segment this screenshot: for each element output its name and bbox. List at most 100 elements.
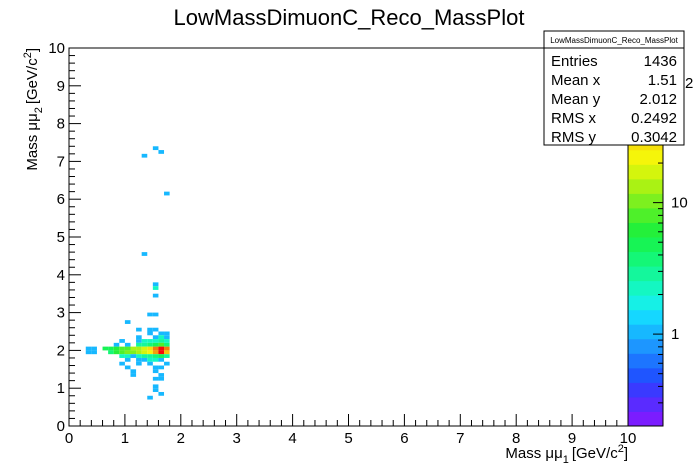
color-scale-exponent: 2: [685, 75, 693, 92]
color-scale-segment: [628, 338, 663, 354]
heatmap-bin: [141, 346, 148, 351]
heatmap-bin: [158, 335, 165, 340]
stats-row-value: 1.51: [648, 72, 677, 89]
x-tick-label: 5: [344, 430, 352, 447]
heatmap-bin: [141, 153, 148, 158]
heatmap-bin: [136, 354, 142, 358]
heatmap-bin: [119, 339, 125, 343]
y-tick-label: 9: [57, 78, 65, 95]
x-axis-title-main: Mass μμ: [505, 445, 562, 462]
heatmap-bin: [158, 346, 165, 351]
heatmap-bin: [158, 339, 165, 343]
x-tick-label: 9: [568, 430, 576, 447]
x-axis-title: Mass μμ1 [GeV/c2]: [505, 443, 628, 466]
heatmap-bin: [158, 391, 165, 396]
stats-box: LowMassDimuonC_Reco_MassPlot Entries 1436…: [543, 30, 685, 146]
stats-row-label: RMS x: [551, 110, 597, 127]
x-tick-label: 2: [177, 430, 185, 447]
y-axis-title-sub: 2: [33, 107, 45, 113]
heatmap-bin: [164, 339, 170, 343]
y-tick-label: 2: [57, 342, 65, 359]
y-tick-label: 1: [57, 380, 65, 397]
heatmap-bin: [164, 331, 170, 336]
color-scale-tick-label: 1: [671, 326, 679, 343]
heatmap-bin: [113, 342, 120, 347]
heatmap-bin: [119, 354, 125, 358]
heatmap-bin: [152, 342, 159, 347]
stats-row-value: 2.012: [639, 91, 677, 108]
color-scale-segment: [628, 149, 663, 165]
heatmap-bin: [158, 350, 165, 355]
heatmap-bin: [164, 350, 170, 355]
axis-ticks: [68, 47, 629, 427]
x-axis-title-close: ]: [624, 445, 628, 462]
stats-row-value: 1436: [644, 53, 677, 70]
color-scale-segment: [628, 411, 663, 427]
heatmap-bin: [130, 350, 137, 355]
heatmap-bin: [152, 376, 159, 381]
x-tick-label: 3: [233, 430, 241, 447]
heatmap-bin: [91, 350, 97, 355]
heatmap-bin: [108, 346, 114, 351]
color-scale-segment: [628, 207, 663, 223]
heatmap-bin: [124, 365, 131, 370]
heatmap-bin: [164, 346, 170, 351]
y-tick-label: 8: [57, 116, 65, 133]
heatmap-bin: [147, 342, 153, 347]
y-axis-title-main: Mass μμ: [24, 113, 41, 170]
heatmap-bin: [85, 346, 92, 351]
heatmap-bin: [147, 312, 153, 317]
heatmap-bin: [136, 327, 142, 332]
heatmap-bin: [152, 335, 159, 340]
heatmap-bin: [158, 331, 165, 336]
y-tick-label: 5: [57, 229, 65, 246]
heatmap-bin: [141, 357, 148, 362]
heatmap-bin: [164, 342, 170, 347]
color-scale-segment: [628, 178, 663, 194]
heatmap-bin: [147, 357, 153, 362]
heatmap-bin: [147, 395, 153, 400]
stats-row-label: Mean x: [551, 72, 601, 89]
heatmap-bin: [147, 331, 153, 336]
stats-row-value: 0.3042: [631, 129, 677, 146]
heatmap-bin: [152, 327, 159, 332]
heatmap-bin: [136, 361, 142, 366]
x-tick-labels: 0 1 2 3 4 5 6 7 8 9 10: [65, 430, 637, 447]
color-scale-segment: [628, 396, 663, 412]
color-scale-segment: [628, 280, 663, 296]
x-tick-label: 10: [620, 430, 637, 447]
heatmap-bins: [85, 146, 170, 400]
heatmap-bin: [152, 339, 159, 343]
color-scale-segment: [628, 367, 663, 383]
stats-box-frame: [543, 30, 685, 146]
heatmap-bin: [158, 357, 165, 362]
heatmap-bin: [158, 376, 165, 381]
heatmap-bin: [124, 357, 131, 362]
heatmap-bin: [136, 350, 142, 355]
heatmap-bin: [141, 252, 148, 256]
heatmap-bin: [130, 373, 137, 377]
heatmap-bin: [113, 346, 120, 351]
stats-rows: Entries 1436 Mean x 1.51 Mean y 2.012 RMS x 0.2…: [551, 53, 677, 146]
y-tick-label: 6: [57, 191, 65, 208]
color-scale-segment: [628, 309, 663, 325]
stats-box-title: LowMassDimuonC_Reco_MassPlot: [550, 36, 678, 45]
color-scale-segment: [628, 353, 663, 369]
x-axis-title-unit: [GeV/c: [572, 445, 618, 462]
x-tick-label: 6: [400, 430, 408, 447]
heatmap-bin: [147, 354, 153, 358]
heatmap-bin: [147, 339, 153, 343]
color-scale-segment: [628, 164, 663, 180]
x-tick-label: 0: [65, 430, 73, 447]
y-tick-label: 0: [57, 418, 65, 435]
color-scale-segment: [628, 266, 663, 282]
heatmap-bin: [141, 339, 148, 343]
color-scale-segment: [628, 382, 663, 398]
heatmap-bin: [119, 350, 125, 355]
x-tick-label: 7: [456, 430, 464, 447]
heatmap-bin: [136, 346, 142, 351]
x-axis-title-sup: 2: [618, 443, 624, 455]
color-scale-segment: [628, 251, 663, 267]
heatmap-bin: [152, 388, 159, 392]
